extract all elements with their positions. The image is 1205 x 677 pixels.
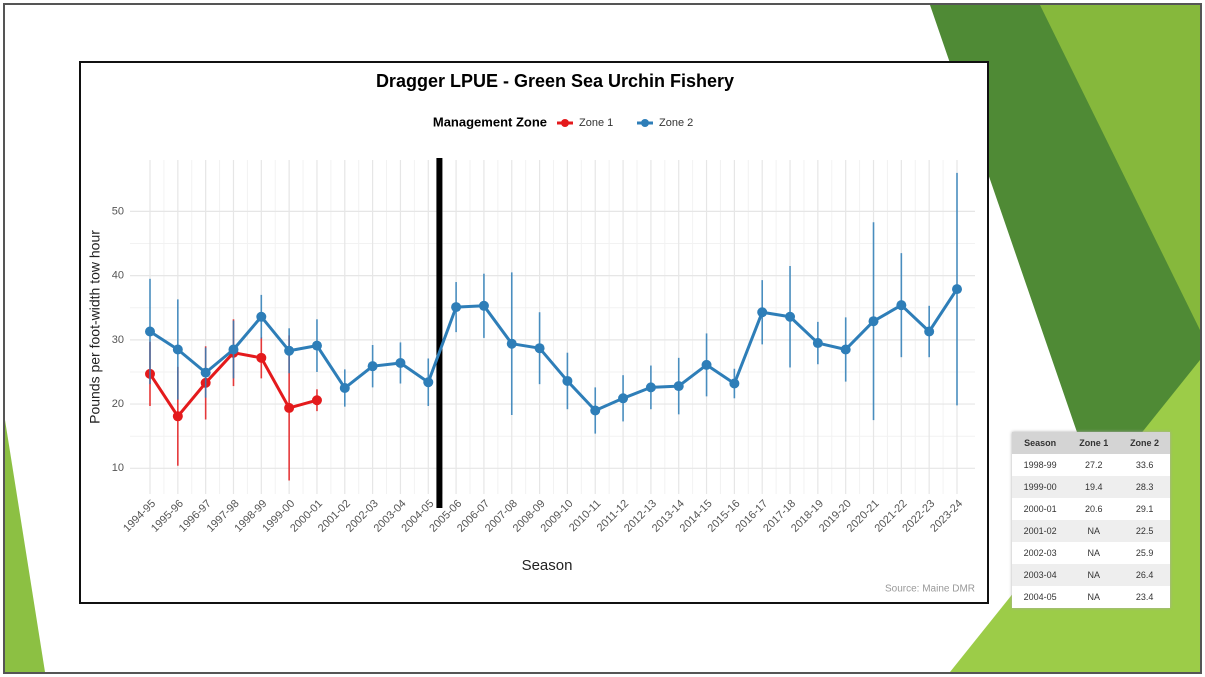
legend-label: Zone 2 <box>659 117 693 129</box>
data-point <box>256 311 267 322</box>
decor-shape <box>1040 5 1200 330</box>
table-cell: NA <box>1068 520 1120 542</box>
data-point <box>673 381 684 392</box>
data-point <box>423 377 434 388</box>
legend-label: Zone 1 <box>579 117 613 129</box>
table-cell: 1999-00 <box>1012 476 1069 498</box>
table-row: 2004-05 NA 23.4 <box>1012 586 1170 608</box>
data-point <box>172 411 183 422</box>
table-cell: 20.6 <box>1084 504 1103 514</box>
y-tick-label: 50 <box>112 205 124 217</box>
data-point <box>896 300 907 311</box>
table-cell: NA <box>1087 548 1100 558</box>
table-cell: NA <box>1087 592 1100 602</box>
table-row: 1999-00 19.4 28.3 <box>1012 476 1170 498</box>
data-point <box>172 344 183 355</box>
data-point <box>729 378 740 389</box>
table-cell: 28.3 <box>1119 476 1170 498</box>
data-point <box>952 284 962 295</box>
table-header-cell: Season <box>1012 432 1069 454</box>
table-cell: 19.4 <box>1068 476 1120 498</box>
data-point <box>145 326 155 337</box>
data-point <box>868 316 879 327</box>
source-note: Source: Maine DMR <box>885 584 975 595</box>
data-point <box>256 352 267 363</box>
data-point <box>757 307 768 318</box>
table-cell: 2004-05 <box>1023 592 1057 602</box>
y-tick-label: 20 <box>112 398 124 410</box>
data-point <box>451 302 462 313</box>
y-tick-label: 40 <box>112 270 124 282</box>
data-point <box>200 367 211 378</box>
data-point <box>840 344 851 355</box>
legend-title: Management Zone <box>433 114 547 129</box>
data-point <box>284 345 295 356</box>
table-cell: 29.1 <box>1135 504 1154 514</box>
data-point <box>284 402 295 413</box>
data-table: Season Zone 1 Zone 2 1998-99 27.2 33.6 1999-0… <box>1012 432 1170 608</box>
data-point <box>812 338 823 349</box>
table-row: 2001-02 NA 22.5 <box>1012 520 1170 542</box>
data-point <box>478 300 489 311</box>
table-row: 2000-01 20.6 29.1 <box>1012 498 1170 520</box>
data-point <box>228 344 239 355</box>
table-cell: 2003-04 <box>1012 564 1069 586</box>
table-row: 2002-03 NA 25.9 <box>1012 542 1170 564</box>
table-header: Season Zone 1 Zone 2 <box>1012 432 1170 454</box>
table-cell: 1998-99 <box>1023 460 1057 470</box>
data-point <box>534 343 545 354</box>
table-cell: 23.4 <box>1135 592 1154 602</box>
data-point <box>785 311 796 322</box>
data-point <box>395 357 406 368</box>
table-cell: 2000-01 <box>1023 504 1057 514</box>
y-axis-label: Pounds per foot-width tow hour <box>87 230 103 424</box>
data-point <box>645 382 656 393</box>
data-point <box>701 359 712 370</box>
decor-shape <box>5 420 45 672</box>
table-cell: 2002-03 <box>1023 548 1057 558</box>
table-cell: 27.2 <box>1084 460 1103 470</box>
table-cell: 26.4 <box>1119 564 1170 586</box>
table-row: 2003-04 NA 26.4 <box>1012 564 1170 586</box>
table-cell: NA <box>1068 564 1120 586</box>
y-tick-label: 10 <box>112 462 124 474</box>
data-point <box>367 361 378 372</box>
chart-title: Dragger LPUE - Green Sea Urchin Fishery <box>376 71 734 91</box>
table-cell: 22.5 <box>1119 520 1170 542</box>
data-point <box>924 326 935 337</box>
data-point <box>618 393 629 404</box>
table-cell: 25.9 <box>1135 548 1154 558</box>
table-header-cell: Zone 1 <box>1068 432 1120 454</box>
legend-swatch <box>561 119 569 127</box>
data-point <box>311 340 322 351</box>
legend-swatch <box>641 119 649 127</box>
table-cell: 33.6 <box>1135 460 1154 470</box>
data-point <box>339 383 350 394</box>
x-axis-label: Season <box>522 557 573 574</box>
chart-box <box>79 61 989 604</box>
data-point <box>562 375 573 386</box>
table-header-cell: Zone 2 <box>1119 432 1170 454</box>
data-point <box>311 395 322 406</box>
data-point <box>590 405 601 416</box>
data-point <box>506 338 517 349</box>
table-cell: 2001-02 <box>1012 520 1069 542</box>
y-tick-label: 30 <box>112 334 124 346</box>
table-row: 1998-99 27.2 33.6 <box>1012 454 1170 476</box>
